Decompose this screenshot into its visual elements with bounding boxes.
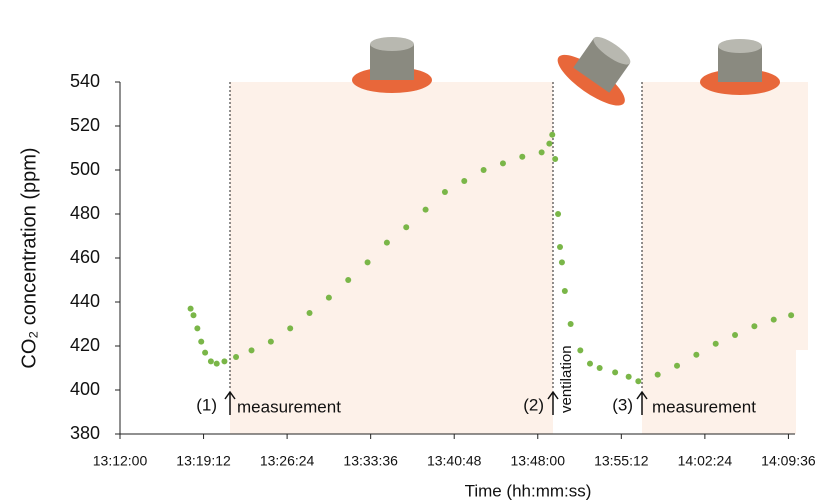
data-point xyxy=(194,325,201,332)
data-point xyxy=(674,362,681,369)
data-point xyxy=(538,149,545,156)
data-point xyxy=(770,316,777,323)
data-point xyxy=(198,338,205,345)
data-point xyxy=(519,153,526,160)
data-point xyxy=(187,305,194,312)
phase-shade xyxy=(642,82,808,434)
data-point xyxy=(555,211,562,217)
x-tick-label: 14:02:24 xyxy=(678,453,733,469)
data-point xyxy=(233,354,240,360)
data-point xyxy=(190,312,197,319)
data-point xyxy=(732,332,739,338)
y-tick-label: 380 xyxy=(70,423,100,443)
x-tick-label: 14:09:36 xyxy=(761,453,816,469)
data-point xyxy=(751,323,758,330)
chamber-icon xyxy=(700,39,780,95)
y-axis-label: CO₂ concentration (ppm) xyxy=(18,147,40,368)
data-point xyxy=(383,239,390,246)
data-point xyxy=(499,160,506,167)
y-tick-label: 400 xyxy=(70,379,100,399)
data-point xyxy=(306,310,313,316)
data-point xyxy=(267,338,274,345)
data-point xyxy=(788,312,795,319)
data-point xyxy=(461,178,468,184)
x-tick-label: 13:33:36 xyxy=(343,453,398,469)
data-point xyxy=(612,369,619,376)
data-point xyxy=(558,259,565,266)
annotation: (1) xyxy=(196,395,217,414)
annotation: measurement xyxy=(652,397,756,416)
chamber-icon xyxy=(352,37,432,93)
data-point xyxy=(549,131,556,138)
data-point xyxy=(586,360,593,367)
annotation: (2) xyxy=(523,395,544,414)
x-tick-label: 13:55:12 xyxy=(594,453,649,469)
y-tick-label: 460 xyxy=(70,247,100,267)
y-tick-label: 440 xyxy=(70,291,100,311)
data-point xyxy=(552,156,559,162)
data-point xyxy=(221,358,228,365)
x-tick-label: 13:12:00 xyxy=(93,453,148,469)
data-point xyxy=(441,189,448,195)
data-point xyxy=(567,321,574,327)
x-axis-label: Time (hh:mm:ss) xyxy=(465,481,592,500)
data-point xyxy=(364,259,371,266)
data-point xyxy=(480,167,487,173)
y-tick-label: 520 xyxy=(70,115,100,135)
data-point xyxy=(248,347,255,354)
data-point xyxy=(287,325,294,332)
data-point xyxy=(635,378,642,385)
data-point xyxy=(596,365,603,371)
phase-shade-cut xyxy=(796,350,825,440)
y-tick-label: 420 xyxy=(70,335,100,355)
data-point xyxy=(422,206,429,213)
data-point xyxy=(546,140,553,147)
data-point xyxy=(207,358,214,365)
data-point xyxy=(202,349,209,356)
data-point xyxy=(557,244,564,250)
data-point xyxy=(654,371,661,378)
y-tick-label: 480 xyxy=(70,203,100,223)
arrows xyxy=(224,390,648,415)
data-point xyxy=(625,373,632,380)
data-point xyxy=(345,277,352,283)
annotation: measurement xyxy=(237,397,341,416)
x-tick-label: 13:19:12 xyxy=(176,453,231,469)
data-point xyxy=(693,351,700,358)
data-point xyxy=(213,360,220,367)
annotation: ventilation xyxy=(558,345,575,413)
data-point xyxy=(561,288,568,294)
x-tick-label: 13:40:48 xyxy=(427,453,482,469)
x-tick-label: 13:26:24 xyxy=(260,453,315,469)
data-point xyxy=(712,340,719,347)
y-tick-label: 500 xyxy=(70,159,100,179)
phase-shade xyxy=(230,82,553,434)
chamber-icon xyxy=(557,36,631,106)
data-point xyxy=(403,224,410,231)
data-point xyxy=(577,347,584,354)
x-tick-label: 13:48:00 xyxy=(511,453,566,469)
y-tick-label: 540 xyxy=(70,71,100,91)
data-point xyxy=(325,294,332,301)
annotation: (3) xyxy=(612,395,633,414)
